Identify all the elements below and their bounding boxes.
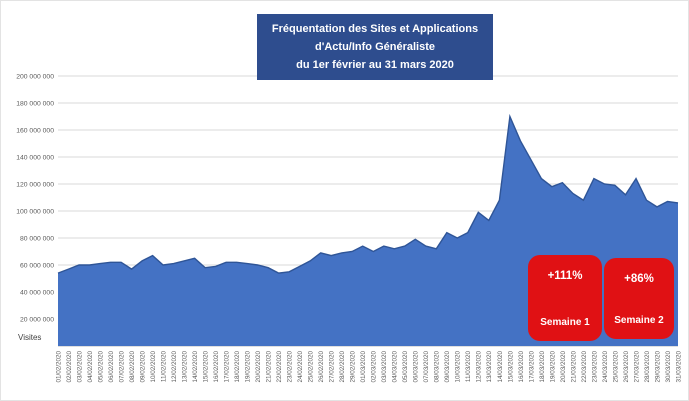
y-tick-label: 80 000 000	[20, 235, 54, 242]
week1-growth-label: Semaine 1	[540, 317, 590, 328]
y-tick-label: 180 000 000	[16, 100, 54, 107]
x-tick-label: 24/02/2020	[297, 351, 304, 383]
y-tick-label: 60 000 000	[20, 262, 54, 269]
x-tick-label: 03/03/2020	[381, 351, 388, 383]
x-tick-label: 10/02/2020	[150, 351, 157, 383]
week1-growth-badge: +111% Semaine 1	[528, 255, 602, 341]
x-tick-label: 12/02/2020	[171, 351, 178, 383]
x-tick-label: 26/03/2020	[623, 351, 630, 383]
y-tick-label: 200 000 000	[16, 73, 54, 80]
x-tick-label: 05/02/2020	[97, 351, 104, 383]
x-tick-label: 21/02/2020	[266, 351, 273, 383]
x-tick-label: 24/03/2020	[602, 351, 609, 383]
x-tick-label: 09/03/2020	[444, 351, 451, 383]
y-axis-title: Visites	[18, 333, 42, 342]
chart-title-line-1: Fréquentation des Sites et Applications	[271, 23, 479, 35]
x-tick-label: 20/03/2020	[560, 351, 567, 383]
x-tick-label: 11/02/2020	[160, 351, 167, 383]
x-tick-label: 30/03/2020	[665, 351, 672, 383]
x-tick-label: 10/03/2020	[455, 351, 462, 383]
x-tick-label: 23/03/2020	[591, 351, 598, 383]
x-tick-label: 04/02/2020	[87, 351, 94, 383]
x-tick-label: 08/02/2020	[129, 351, 136, 383]
x-tick-label: 05/03/2020	[402, 351, 409, 383]
y-tick-label: 120 000 000	[16, 181, 54, 188]
x-tick-label: 08/03/2020	[434, 351, 441, 383]
x-tick-label: 15/02/2020	[203, 351, 210, 383]
x-tick-label: 29/02/2020	[350, 351, 357, 383]
x-tick-label: 14/03/2020	[497, 351, 504, 383]
x-tick-label: 13/02/2020	[182, 351, 189, 383]
x-tick-label: 09/02/2020	[139, 351, 146, 383]
x-tick-label: 25/03/2020	[612, 351, 619, 383]
chart-title-box: Fréquentation des Sites et Applications …	[257, 14, 493, 81]
x-tick-label: 07/02/2020	[118, 351, 125, 383]
chart-title-line-2: d'Actu/Info Généraliste	[315, 40, 435, 53]
week1-growth-value: +111%	[547, 270, 583, 282]
x-tick-label: 17/02/2020	[224, 351, 231, 383]
x-tick-label: 18/03/2020	[539, 351, 546, 383]
x-tick-label: 07/03/2020	[423, 351, 430, 383]
x-tick-label: 18/02/2020	[234, 351, 241, 383]
x-tick-label: 01/03/2020	[360, 351, 367, 383]
x-tick-label: 04/03/2020	[392, 351, 399, 383]
x-tick-label: 02/02/2020	[66, 351, 73, 383]
week2-growth-value: +86%	[624, 273, 654, 285]
x-tick-label: 02/03/2020	[371, 351, 378, 383]
week2-growth-label: Semaine 2	[614, 315, 664, 326]
chart-title-line-3: du 1er février au 31 mars 2020	[296, 58, 454, 71]
x-tick-label: 11/03/2020	[465, 351, 472, 383]
y-tick-label: 160 000 000	[16, 127, 54, 134]
x-tick-label: 27/03/2020	[633, 351, 640, 383]
x-tick-label: 06/03/2020	[413, 351, 420, 383]
y-tick-label: 20 000 000	[20, 316, 54, 323]
visits-area	[58, 116, 678, 346]
x-tick-label: 15/03/2020	[507, 351, 514, 383]
x-tick-label: 28/03/2020	[644, 351, 651, 383]
week2-growth-badge: +86% Semaine 2	[604, 258, 674, 339]
x-tick-label: 19/02/2020	[245, 351, 252, 383]
x-tick-label: 22/03/2020	[581, 351, 588, 383]
x-tick-label: 13/03/2020	[486, 351, 493, 383]
x-tick-label: 27/02/2020	[329, 351, 336, 383]
y-tick-label: 100 000 000	[16, 208, 54, 215]
x-tick-label: 12/03/2020	[476, 351, 483, 383]
x-tick-label: 29/03/2020	[654, 351, 661, 383]
x-tick-label: 21/03/2020	[570, 351, 577, 383]
x-tick-label: 31/03/2020	[675, 351, 682, 383]
x-tick-label: 25/02/2020	[308, 351, 315, 383]
x-tick-label: 28/02/2020	[339, 351, 346, 383]
x-tick-label: 19/03/2020	[549, 351, 556, 383]
x-tick-label: 01/02/2020	[55, 351, 62, 383]
x-tick-label: 26/02/2020	[318, 351, 325, 383]
y-tick-label: 140 000 000	[16, 154, 54, 161]
visits-line	[57, 113, 679, 274]
x-tick-label: 06/02/2020	[108, 351, 115, 383]
x-tick-label: 16/03/2020	[518, 351, 525, 383]
x-tick-label: 22/02/2020	[276, 351, 283, 383]
x-tick-label: 20/02/2020	[255, 351, 262, 383]
x-tick-label: 23/02/2020	[287, 351, 294, 383]
x-tick-label: 17/03/2020	[528, 351, 535, 383]
y-tick-label: 40 000 000	[20, 289, 54, 296]
x-tick-label: 14/02/2020	[192, 351, 199, 383]
x-tick-label: 03/02/2020	[76, 351, 83, 383]
x-tick-label: 16/02/2020	[213, 351, 220, 383]
